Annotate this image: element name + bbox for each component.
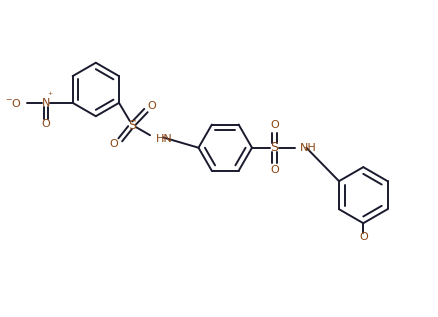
Text: O: O [359,232,367,242]
Text: S: S [270,141,279,154]
Text: NH: NH [300,143,316,153]
Text: N: N [42,98,50,108]
Text: O: O [110,139,118,149]
Text: O: O [270,165,279,175]
Text: O: O [270,120,279,130]
Text: $^{-}$O: $^{-}$O [5,97,22,109]
Text: HN: HN [156,134,173,144]
Text: O: O [42,119,50,129]
Text: S: S [128,119,136,132]
Text: $^{+}$: $^{+}$ [47,91,53,100]
Text: O: O [148,101,156,111]
